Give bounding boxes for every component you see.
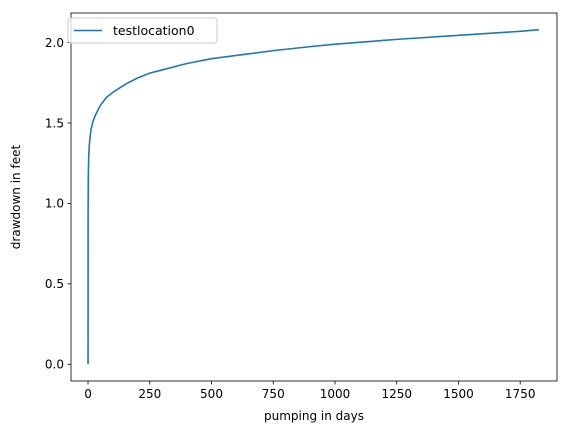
- x-tick-label: 1750: [505, 387, 536, 401]
- x-axis-ticks: 0 250 500 750 1000 1250 1500 1750: [84, 381, 535, 401]
- x-tick-label: 500: [200, 387, 223, 401]
- y-tick-label: 0.0: [45, 358, 64, 372]
- x-tick-label: 1000: [320, 387, 351, 401]
- y-tick-label: 2.0: [45, 36, 64, 50]
- y-tick-label: 0.5: [45, 277, 64, 291]
- y-tick-label: 1.0: [45, 197, 64, 211]
- y-axis-label: drawdown in feet: [9, 145, 23, 250]
- legend: testlocation0: [67, 17, 218, 44]
- legend-label-testlocation0: testlocation0: [113, 23, 195, 38]
- x-tick-label: 0: [84, 387, 92, 401]
- axes-frame: [70, 12, 558, 382]
- series-line-testlocation0: [87, 28, 540, 365]
- legend-box: [67, 17, 218, 44]
- x-tick-label: 750: [262, 387, 285, 401]
- x-axis-label: pumping in days: [264, 409, 364, 423]
- x-tick-label: 1500: [443, 387, 474, 401]
- series-layer: [87, 28, 540, 365]
- x-tick-label: 1250: [381, 387, 412, 401]
- y-tick-label: 1.5: [45, 116, 64, 130]
- y-axis-ticks: 0.0 0.5 1.0 1.5 2.0: [45, 36, 71, 372]
- x-tick-label: 250: [138, 387, 161, 401]
